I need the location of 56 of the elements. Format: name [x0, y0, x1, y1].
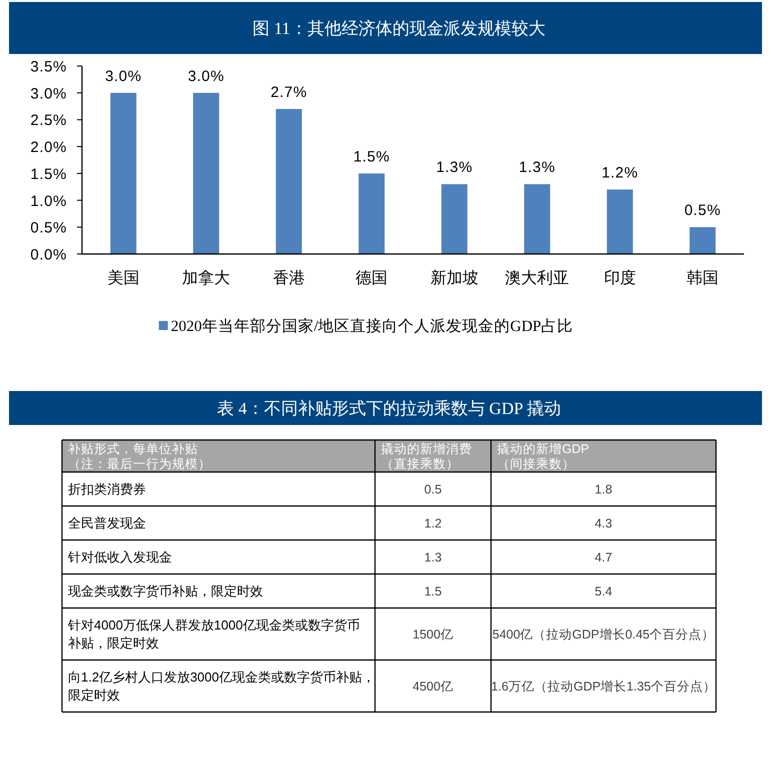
data-label: 1.5% [353, 148, 390, 166]
text: 针对低收入发现金 [67, 550, 172, 564]
x-tick-label: 韩国 [686, 269, 719, 287]
text: 针对4000万低保人群发放1000亿现金类或数字货币补贴，限定时效 [67, 618, 360, 650]
text: 1.3 [424, 550, 442, 564]
bar [110, 92, 136, 254]
bar [690, 227, 716, 254]
x-tick-label: 澳大利亚 [505, 269, 570, 287]
bar [276, 108, 302, 254]
y-tick-label: 2.5% [30, 112, 67, 130]
text: 4500亿 [412, 680, 454, 694]
text: 全民普发现金 [68, 516, 146, 530]
text: 1.8 [594, 482, 612, 496]
category-label: 撬动的新增消费（直接乘数） [381, 442, 472, 471]
bar [193, 92, 220, 254]
text: 1.6万亿（拉动GDP增长1.35个百分点） [491, 680, 716, 694]
x-tick-label: 新加坡 [430, 269, 478, 287]
text: 向1.2亿乡村人口发放3000亿现金类或数字货币补贴，限定时效 [68, 670, 375, 702]
x-tick-label: 印度 [604, 269, 636, 287]
text: 表 4：不同补贴形式下的拉动乘数与 GDP 撬动 [217, 399, 561, 418]
text: 1500亿 [412, 628, 454, 642]
text: 5400亿（拉动GDP增长0.45个百分点） [492, 628, 715, 642]
data-label: 2.7% [270, 84, 308, 101]
bar [606, 190, 633, 254]
category-label: 补贴形式，每单位补贴（注：最后一行为规模） [68, 442, 211, 471]
y-tick-label: 2.0% [30, 139, 67, 156]
x-tick-label: 加拿大 [182, 269, 230, 287]
x-tick-label: 德国 [356, 270, 388, 287]
y-tick-label: 1.0% [30, 192, 67, 210]
data-label: 0.5% [684, 202, 721, 220]
legend-label: 2020年当年部分国家/地区直接向个人派发现金的GDP占比 [170, 317, 574, 335]
bar [358, 173, 385, 254]
text: 4.7 [594, 550, 612, 564]
bar [441, 184, 468, 254]
bar [524, 184, 550, 254]
data-label: 1.3% [436, 159, 473, 176]
y-tick-label: 3.5% [30, 58, 67, 76]
text: 现金类或数字货币补贴，限定时效 [68, 584, 263, 598]
text: 1.2 [424, 516, 442, 530]
y-tick-label: 3.0% [30, 85, 67, 102]
x-tick-label: 香港 [272, 269, 305, 287]
y-tick-label: 0.0% [30, 246, 67, 264]
chart-title: 图 11：其他经济体的现金派发规模较大 [252, 19, 546, 38]
category-label: 撬动的新增GDP（间接乘数） [497, 442, 590, 471]
x-tick-label: 美国 [107, 269, 140, 287]
data-label: 1.3% [518, 159, 556, 176]
text: 4.3 [594, 516, 612, 530]
data-label: 3.0% [188, 68, 224, 85]
y-tick-label: 1.5% [30, 166, 67, 183]
data-label: 3.0% [105, 68, 142, 85]
y-tick-label: 0.5% [30, 220, 67, 237]
text: 1.5 [424, 584, 442, 598]
text: 5.4 [594, 584, 612, 598]
text: 0.5 [424, 482, 442, 496]
data-label: 1.2% [602, 164, 638, 182]
text: 折扣类消费券 [68, 482, 146, 496]
